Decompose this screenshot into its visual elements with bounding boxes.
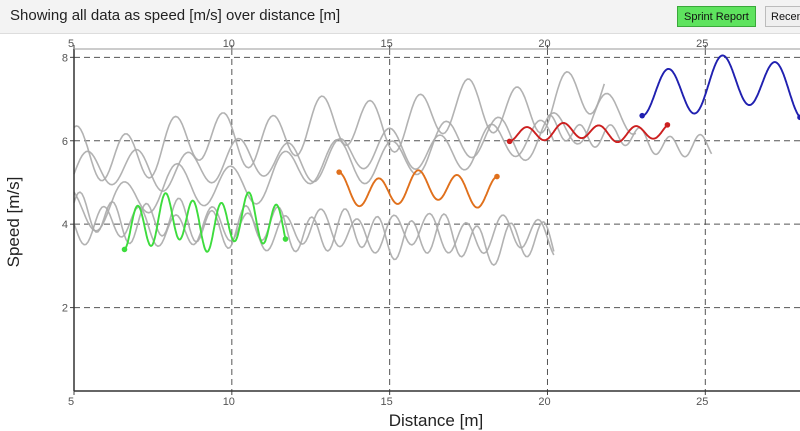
- series-end-point-blue: [797, 114, 800, 121]
- x-tick-label-bottom-15: 15: [381, 396, 393, 408]
- series-line-blue-9: [641, 54, 800, 118]
- series-line-grey-1: [73, 71, 606, 182]
- chart-header-title: Showing all data as speed [m/s] over dis…: [10, 7, 341, 24]
- y-tick-label-4: 4: [62, 219, 68, 231]
- series-start-point-blue: [639, 112, 645, 119]
- series-start-point-orange: [336, 169, 342, 175]
- x-tick-label-bottom-25: 25: [696, 396, 708, 408]
- chart-axes: [70, 45, 800, 395]
- x-tick-label-top-20: 20: [538, 38, 550, 50]
- y-tick-label-6: 6: [62, 136, 68, 148]
- x-tick-label-top-5: 5: [68, 38, 74, 50]
- x-tick-label-top-10: 10: [223, 38, 235, 50]
- chart-tick-labels: 5 5 10 10 15 15 20 20 25 25 2 4 6 8: [62, 38, 709, 408]
- chart-header: Showing all data as speed [m/s] over dis…: [0, 0, 800, 34]
- series-line-grey-2: [73, 92, 637, 232]
- series-line-orange-7: [338, 169, 498, 209]
- series-end-point-green: [282, 236, 289, 242]
- series-line-green-6: [123, 191, 287, 253]
- sprint-report-button[interactable]: Sprint Report: [677, 6, 756, 27]
- x-tick-label-bottom-10: 10: [223, 396, 235, 408]
- x-tick-label-top-15: 15: [381, 38, 393, 50]
- x-tick-label-bottom-20: 20: [538, 396, 550, 408]
- series-start-point-red: [506, 138, 513, 145]
- y-axis-label: Speed [m/s]: [4, 177, 23, 268]
- x-tick-label-bottom-5: 5: [68, 396, 74, 408]
- y-tick-label-8: 8: [62, 52, 68, 64]
- speed-distance-chart: 5 5 10 10 15 15 20 20 25 25 2 4 6 8 Distance [m] Spee…: [4, 38, 800, 430]
- series-end-point-red: [664, 122, 671, 128]
- recent-button[interactable]: Recent: [765, 6, 800, 27]
- chart-grid: [74, 49, 800, 391]
- series-start-point-green: [121, 246, 128, 253]
- series-line-red-8: [509, 121, 669, 144]
- series-end-point-orange: [494, 173, 500, 180]
- x-axis-label: Distance [m]: [389, 411, 483, 430]
- series-line-grey-5: [546, 114, 713, 158]
- y-tick-label-2: 2: [62, 303, 68, 315]
- x-tick-label-top-25: 25: [696, 38, 708, 50]
- chart-series-layer: [73, 54, 800, 266]
